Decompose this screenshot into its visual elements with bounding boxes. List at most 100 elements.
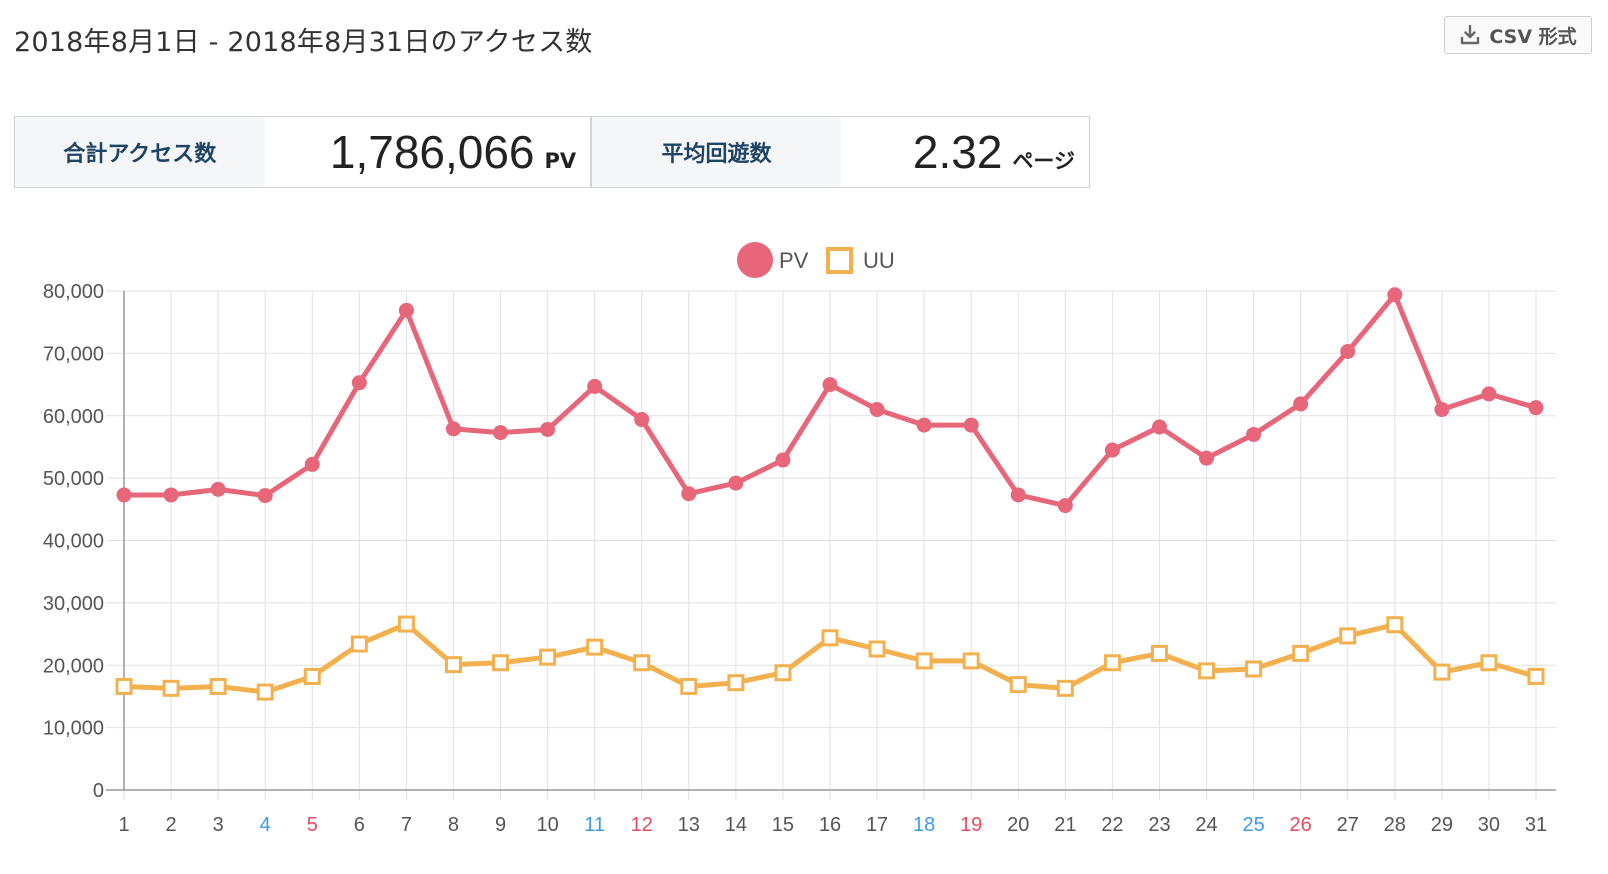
pv-point: [493, 425, 509, 441]
csv-export-button[interactable]: CSV 形式: [1444, 16, 1592, 54]
uu-point: [1386, 616, 1404, 634]
stats-panel: 合計アクセス数 1,786,066 PV 平均回遊数 2.32 ページ: [14, 116, 1090, 188]
pv-point: [728, 475, 744, 491]
pv-point: [210, 481, 226, 497]
stat-divider: [590, 117, 592, 187]
uu-point: [1339, 627, 1357, 645]
uu-point: [1527, 667, 1545, 685]
csv-button-label: CSV 形式: [1489, 25, 1577, 48]
uu-point: [774, 664, 792, 682]
pv-point: [351, 375, 367, 391]
x-tick-label: 29: [1431, 814, 1453, 836]
legend-uu-marker: [826, 247, 853, 274]
uu-point: [162, 679, 180, 697]
pv-point: [822, 377, 838, 393]
pv-point: [963, 417, 979, 433]
pv-point: [1481, 386, 1497, 402]
pv-point: [1387, 287, 1403, 303]
x-tick-label: 12: [631, 814, 653, 836]
pv-point: [916, 417, 932, 433]
x-tick-label: 9: [495, 814, 506, 836]
pv-point: [681, 486, 697, 502]
uu-point: [1056, 679, 1074, 697]
pv-point: [1340, 344, 1356, 360]
uu-point: [1103, 654, 1121, 672]
uu-point: [1150, 644, 1168, 662]
uu-point: [397, 615, 415, 633]
pv-point: [775, 452, 791, 468]
total-access-label: 合計アクセス数: [15, 117, 265, 187]
x-tick-label: 31: [1525, 814, 1547, 836]
x-tick-label: 20: [1007, 814, 1029, 836]
x-tick-label: 2: [166, 814, 177, 836]
pv-point: [445, 421, 461, 437]
average-pages-number: 2.32: [912, 126, 1003, 178]
average-pages-unit: ページ: [1012, 149, 1075, 173]
uu-point: [444, 656, 462, 674]
x-tick-label: 24: [1195, 814, 1217, 836]
legend-uu-label: UU: [863, 248, 895, 273]
uu-point: [350, 635, 368, 653]
x-tick-label: 4: [260, 814, 271, 836]
uu-point: [633, 654, 651, 672]
uu-point: [727, 674, 745, 692]
pv-point: [1010, 487, 1026, 503]
uu-point: [1292, 644, 1310, 662]
pv-point: [634, 411, 650, 427]
pv-point: [1057, 498, 1073, 514]
uu-point: [821, 629, 839, 647]
x-tick-label: 17: [866, 814, 888, 836]
uu-point: [1245, 660, 1263, 678]
total-access-unit: PV: [544, 149, 577, 173]
x-tick-label: 1: [118, 814, 129, 836]
pv-point: [1151, 419, 1167, 435]
total-access-value: 1,786,066 PV: [265, 117, 591, 187]
pv-point: [1293, 396, 1309, 412]
uu-point: [539, 648, 557, 666]
page-title: 2018年8月1日 - 2018年8月31日のアクセス数: [14, 27, 593, 58]
x-tick-label: 21: [1054, 814, 1076, 836]
pv-point: [398, 302, 414, 318]
y-tick-label: 70,000: [43, 343, 104, 365]
x-tick-label: 14: [725, 814, 747, 836]
x-tick-label: 19: [960, 814, 982, 836]
pv-point: [1104, 442, 1120, 458]
y-tick-label: 20,000: [43, 655, 104, 677]
x-tick-label: 6: [354, 814, 365, 836]
uu-point: [303, 667, 321, 685]
x-tick-label: 7: [401, 814, 412, 836]
pv-point: [1246, 426, 1262, 442]
pv-point: [257, 488, 273, 504]
x-tick-label: 25: [1242, 814, 1264, 836]
uu-point: [256, 683, 274, 701]
y-tick-label: 10,000: [43, 718, 104, 740]
uu-point: [586, 638, 604, 656]
access-line-chart: 0 10,000 20,000 30,000 40,000 50,000 60,000 70,…: [43, 242, 1556, 836]
pv-point: [587, 378, 603, 394]
x-tick-label: 10: [536, 814, 558, 836]
uu-point: [680, 677, 698, 695]
pv-point: [304, 456, 320, 472]
uu-point: [115, 677, 133, 695]
uu-point: [209, 677, 227, 695]
pv-point: [163, 487, 179, 503]
uu-point: [962, 652, 980, 670]
average-pages-value: 2.32 ページ: [841, 117, 1089, 187]
pv-point: [1528, 400, 1544, 416]
x-tick-label: 5: [307, 814, 318, 836]
uu-point: [915, 652, 933, 670]
legend-pv-label: PV: [779, 248, 809, 273]
x-tick-label: 22: [1101, 814, 1123, 836]
pv-point: [540, 421, 556, 437]
y-tick-label: 50,000: [43, 468, 104, 490]
x-tick-label: 11: [584, 814, 605, 836]
uu-point: [1198, 662, 1216, 680]
x-tick-label: 26: [1290, 814, 1312, 836]
x-tick-label: 30: [1478, 814, 1500, 836]
x-tick-label: 8: [448, 814, 459, 836]
pv-point: [1199, 450, 1215, 466]
y-tick-label: 30,000: [43, 593, 104, 615]
uu-point: [868, 640, 886, 658]
y-tick-label: 60,000: [43, 406, 104, 428]
average-pages-label: 平均回遊数: [591, 117, 842, 187]
